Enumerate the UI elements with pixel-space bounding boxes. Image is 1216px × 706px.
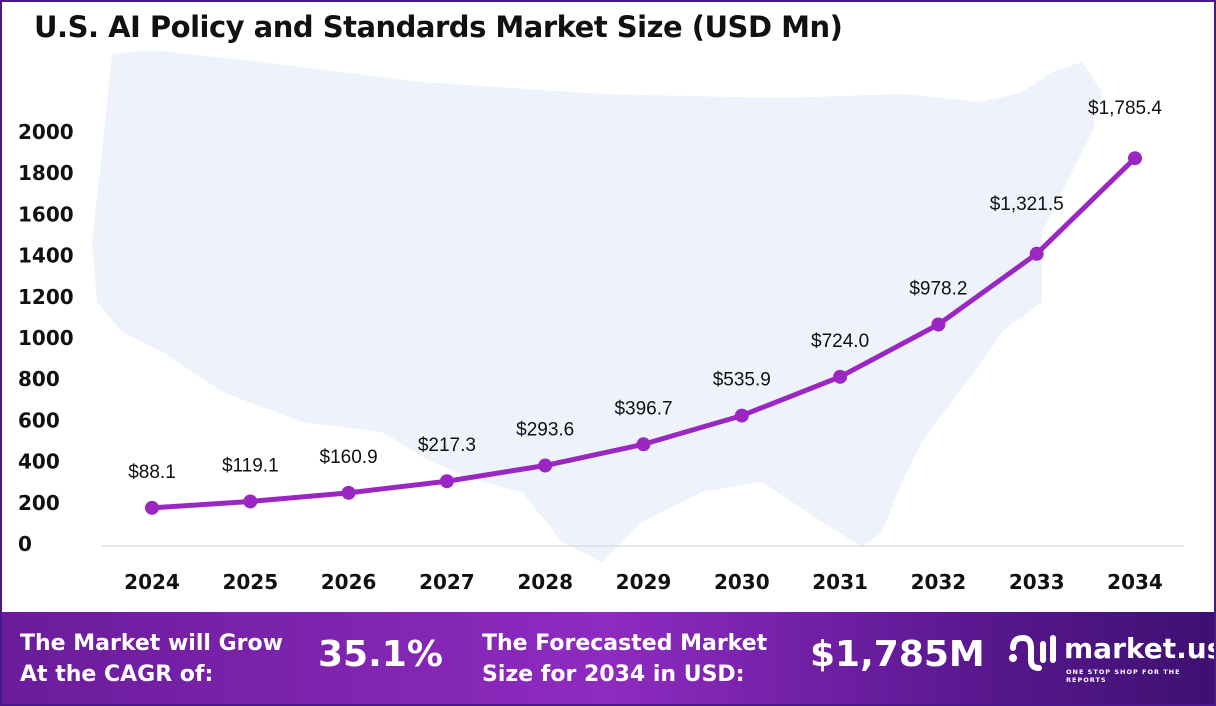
data-point <box>833 369 848 384</box>
y-tick-label: 2000 <box>18 120 74 144</box>
data-label: $217.3 <box>418 435 476 456</box>
y-tick-label: 1000 <box>18 326 74 350</box>
y-tick-label: 600 <box>18 408 60 432</box>
data-point <box>145 500 159 515</box>
data-point <box>341 485 356 500</box>
x-tick-label: 2029 <box>616 570 672 594</box>
data-point <box>1029 246 1044 261</box>
x-tick-label: 2024 <box>124 570 180 594</box>
chart-title: U.S. AI Policy and Standards Market Size… <box>34 10 843 44</box>
y-tick-label: 800 <box>18 367 60 391</box>
x-tick-label: 2031 <box>812 570 868 594</box>
data-label: $978.2 <box>909 278 967 299</box>
data-point <box>1128 151 1142 166</box>
y-tick-label: 1200 <box>18 285 74 309</box>
data-label: $535.9 <box>713 370 771 391</box>
cagr-value: 35.1% <box>318 634 443 675</box>
logo-text: market.us <box>1064 632 1216 665</box>
forecast-value: $1,785M <box>810 634 985 675</box>
data-label: $724.0 <box>811 331 869 352</box>
data-point <box>734 408 749 423</box>
x-tick-label: 2028 <box>517 570 573 594</box>
data-label: $1,321.5 <box>990 194 1064 215</box>
x-tick-label: 2027 <box>419 570 475 594</box>
data-label: $1,785.4 <box>1088 98 1162 119</box>
footer-banner: The Market will Grow At the CAGR of: 35.… <box>2 612 1214 704</box>
x-tick-label: 2026 <box>321 570 377 594</box>
x-tick-label: 2025 <box>222 570 278 594</box>
x-tick-label: 2034 <box>1107 570 1163 594</box>
data-point <box>636 437 651 452</box>
y-tick-label: 1400 <box>18 244 74 268</box>
cagr-label: The Market will Grow At the CAGR of: <box>20 631 283 687</box>
data-point <box>931 317 946 332</box>
y-tick-label: 400 <box>18 450 60 474</box>
data-point <box>538 458 553 473</box>
chart-plot: 0 200 400 600 800 1000 1200 1400 1600 1800 2000 202… <box>18 50 1184 594</box>
y-tick-label: 1800 <box>18 161 74 185</box>
x-tick-label: 2032 <box>911 570 967 594</box>
y-tick-label: 1600 <box>18 202 74 226</box>
logo-tagline: ONE STOP SHOP FOR THE REPORTS <box>1066 668 1181 684</box>
data-label: $396.7 <box>614 398 672 419</box>
data-label: $119.1 <box>222 455 279 476</box>
y-tick-label: 0 <box>18 532 32 556</box>
data-point <box>439 474 454 489</box>
data-label: $88.1 <box>128 462 176 483</box>
x-tick-label: 2033 <box>1009 570 1065 594</box>
data-label: $293.6 <box>516 420 574 441</box>
data-point <box>243 494 258 509</box>
us-map-background <box>92 50 1102 562</box>
y-tick-label: 200 <box>18 491 60 515</box>
data-label: $160.9 <box>320 447 378 468</box>
x-tick-label: 2030 <box>714 570 770 594</box>
forecast-label: The Forecasted Market Size for 2034 in U… <box>482 631 768 687</box>
market-us-logo-icon <box>1009 634 1056 671</box>
